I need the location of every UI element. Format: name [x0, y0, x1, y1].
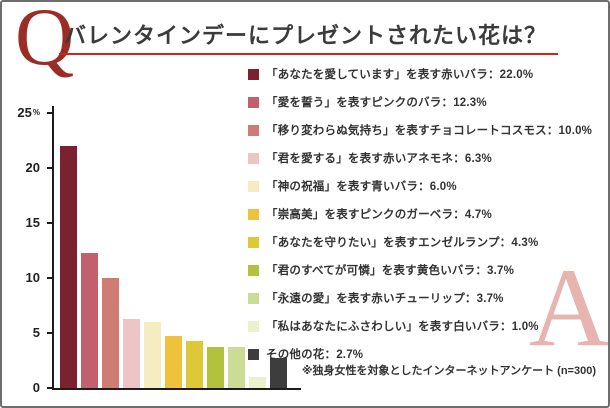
- y-tick-mark: [47, 332, 52, 334]
- legend-swatch: [248, 292, 259, 304]
- y-tick-mark: [47, 222, 52, 224]
- legend-swatch: [248, 68, 259, 80]
- legend-label: 「永遠の愛」を表す赤いチューリップ：3.7%: [266, 293, 504, 305]
- legend-swatch: [248, 236, 259, 248]
- legend-swatch: [248, 348, 259, 360]
- page-title: バレンタインデーにプレゼントされたい花は？: [64, 23, 548, 48]
- y-tick-mark: [47, 167, 52, 169]
- bar: [102, 278, 119, 388]
- y-axis-unit: %: [32, 108, 40, 117]
- title-underline: [59, 53, 558, 55]
- legend-item: 「君のすべてが可憐」を表す黄色いバラ：3.7%: [248, 256, 606, 284]
- legend-swatch: [248, 208, 259, 220]
- bars: [60, 146, 287, 388]
- question-letter: Q: [15, 0, 75, 82]
- bar: [249, 377, 266, 388]
- legend-item: 「永遠の愛」を表す赤いチューリップ：3.7%: [248, 284, 606, 312]
- legend-item: 「移り変わらぬ気持ち」を表すチョコレートコスモス：10.0%: [248, 116, 606, 144]
- footnote: ※独身女性を対象としたインターネットアンケート (n=300): [301, 365, 596, 377]
- legend-label: 「君のすべてが可憐」を表す黄色いバラ：3.7%: [266, 265, 515, 277]
- legend-swatch: [248, 180, 259, 192]
- y-axis: [52, 106, 54, 390]
- y-tick-label: 0: [32, 380, 40, 395]
- legend-label: その他の花：2.7%: [266, 349, 364, 361]
- legend-item: 「神の祝福」を表す青いバラ：6.0%: [248, 172, 606, 200]
- legend-item: 「君を愛する」を表す赤いアネモネ：6.3%: [248, 144, 606, 172]
- y-tick-label: 15: [25, 215, 40, 230]
- legend-item: 「私はあなたにふさわしい」を表す白いバラ：1.0%: [248, 312, 606, 340]
- legend-label: 「崇高美」を表すピンクのガーベラ：4.7%: [266, 209, 492, 221]
- y-tick-mark: [47, 387, 52, 389]
- y-tick-marks: [47, 112, 52, 389]
- plot-area: [54, 113, 300, 388]
- legend-item: 「あなたを愛しています」を表す赤いバラ：22.0%: [248, 60, 606, 88]
- bar: [270, 358, 287, 388]
- y-tick-label: 25%: [17, 105, 40, 120]
- bar: [207, 347, 224, 388]
- bar: [228, 347, 245, 388]
- y-tick-label: 5: [32, 325, 40, 340]
- bar: [186, 340, 203, 388]
- legend-label: 「君を愛する」を表す赤いアネモネ：6.3%: [266, 153, 492, 165]
- legend-swatch: [248, 320, 259, 332]
- y-tick-labels: 0 5 10 15 20 25%: [17, 105, 48, 395]
- legend-label: 「愛を誓う」を表すピンクのバラ：12.3%: [266, 97, 487, 109]
- legend: 「あなたを愛しています」を表す赤いバラ：22.0% 「愛を誓う」を表すピンクのバラ…: [248, 60, 606, 368]
- legend-item: 「愛を誓う」を表すピンクのバラ：12.3%: [248, 88, 606, 116]
- y-tick-mark: [47, 112, 52, 114]
- y-tick-label: 10: [25, 270, 40, 285]
- bar: [123, 318, 140, 388]
- bar: [81, 252, 98, 388]
- legend-swatch: [248, 264, 259, 276]
- bar: [144, 322, 161, 388]
- answer-letter: A: [529, 246, 610, 370]
- bar: [60, 146, 77, 388]
- legend-item: 「あなたを守りたい」を表すエンゼルランプ：4.3%: [248, 228, 606, 256]
- legend-label: 「移り変わらぬ気持ち」を表すチョコレートコスモス：10.0%: [266, 125, 593, 137]
- legend-swatch: [248, 152, 259, 164]
- y-tick-mark: [47, 277, 52, 279]
- legend-label: 「私はあなたにふさわしい」を表す白いバラ：1.0%: [266, 321, 539, 333]
- legend-label: 「神の祝福」を表す青いバラ：6.0%: [266, 181, 457, 193]
- legend-label: 「あなたを愛しています」を表す赤いバラ：22.0%: [266, 69, 534, 81]
- legend-item: その他の花：2.7%: [248, 340, 606, 368]
- bar: [165, 336, 182, 388]
- y-tick-label: 20: [25, 160, 40, 175]
- legend-label: 「あなたを守りたい」を表すエンゼルランプ：4.3%: [266, 237, 539, 249]
- x-axis: [52, 388, 301, 390]
- legend-swatch: [248, 96, 259, 108]
- legend-swatch: [248, 124, 259, 136]
- legend-item: 「崇高美」を表すピンクのガーベラ：4.7%: [248, 200, 606, 228]
